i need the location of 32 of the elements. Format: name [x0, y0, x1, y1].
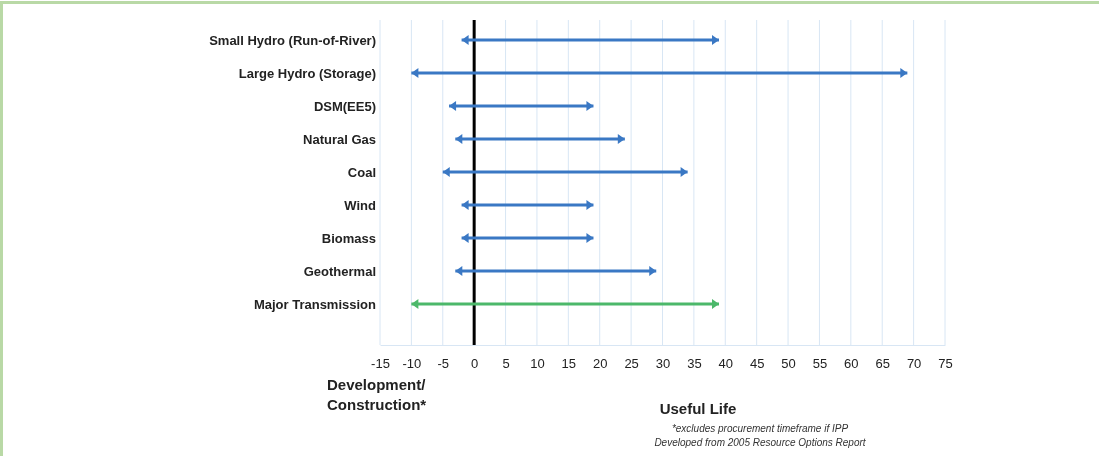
y-tick-label: Wind [344, 197, 377, 213]
y-tick-label: Coal [347, 164, 376, 180]
x-axis-title: Useful Life [659, 400, 737, 417]
y-tick-label: Large Hydro (Storage) [238, 65, 376, 81]
x-tick-label: 35 [687, 356, 702, 372]
x-tick-label: 40 [718, 356, 734, 372]
x-tick-label: -15 [371, 356, 390, 372]
y-tick-label: Major Transmission [253, 296, 377, 312]
text: *excludes procurement timeframe if IPP [671, 423, 849, 434]
x-tick-label: 10 [530, 356, 545, 372]
x-tick-label: 0 [471, 356, 479, 372]
y-tick-label: Geothermal [303, 263, 376, 279]
x-tick-label: 20 [592, 356, 608, 372]
x-tick-label: 5 [502, 356, 510, 372]
x-tick-label: 30 [655, 356, 671, 372]
y-tick-label: DSM(EE5) [313, 98, 376, 114]
x-tick-label: -5 [437, 356, 450, 372]
x-tick-label: 45 [749, 356, 765, 372]
text: Developed from 2005 Resource Options Report [654, 437, 867, 448]
x-tick-label: 50 [781, 356, 796, 372]
x-tick-label: 75 [938, 356, 953, 372]
x-tick-label: 55 [812, 356, 828, 372]
y-tick-label: Biomass [321, 230, 376, 246]
y-tick-label: Small Hydro (Run-of-River) [209, 32, 376, 48]
x-tick-label: 65 [875, 356, 890, 372]
x-tick-label: 25 [624, 356, 639, 372]
x-tick-label: 70 [906, 356, 922, 372]
text: Development/ Construction* [327, 376, 427, 413]
y-tick-label: Natural Gas [303, 131, 376, 147]
x-tick-label: 60 [844, 356, 859, 372]
x-tick-label: 15 [561, 356, 577, 372]
x-tick-label: -10 [402, 356, 422, 372]
